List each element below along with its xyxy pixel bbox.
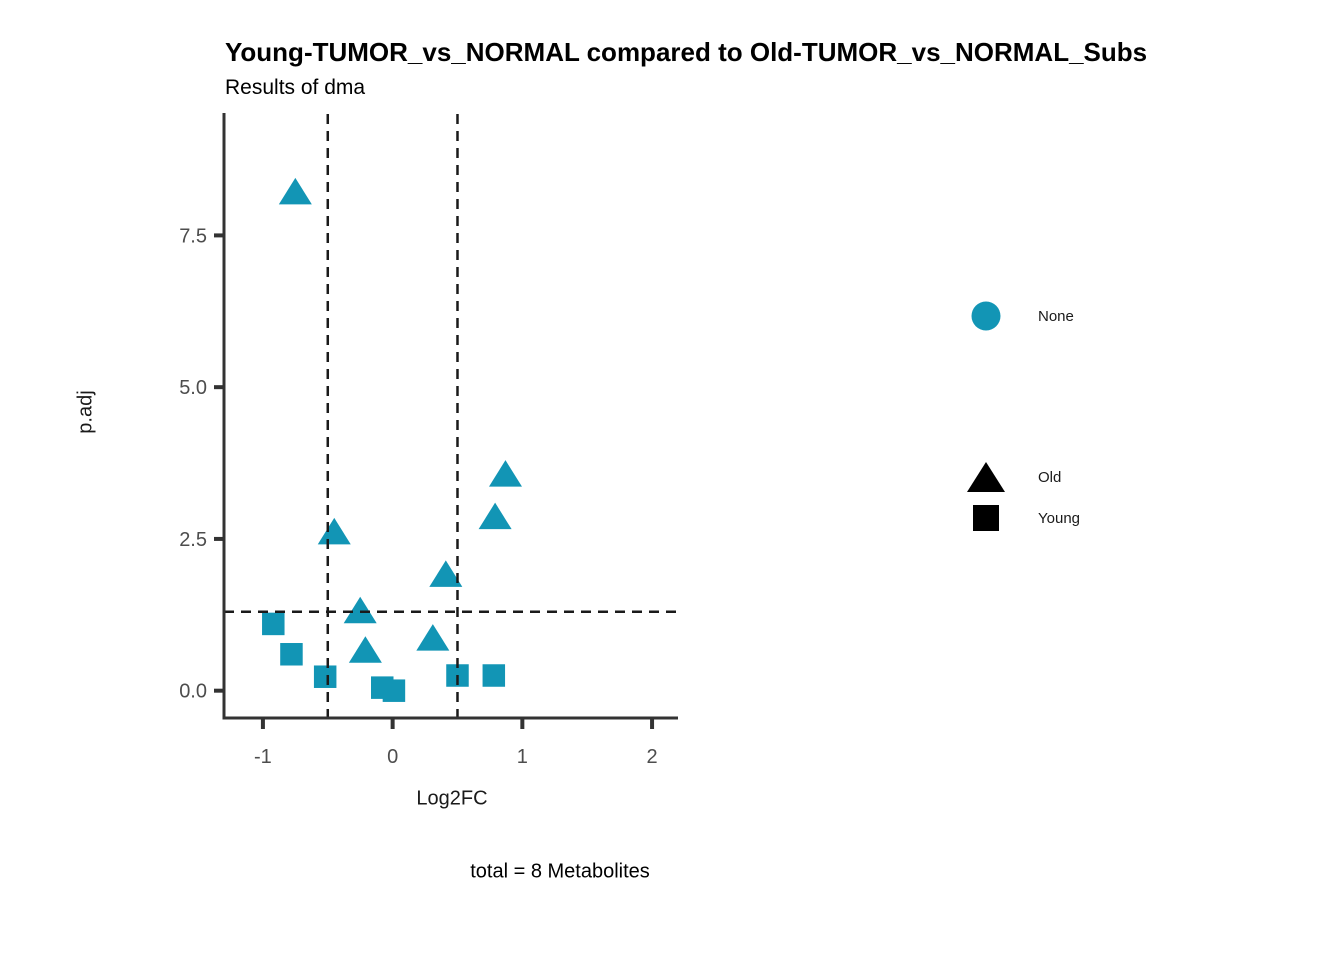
y-tick-label: 5.0 xyxy=(179,377,207,399)
data-point-young xyxy=(313,665,337,688)
chart-caption: total = 8 Metabolites xyxy=(470,860,650,883)
triangle-icon xyxy=(967,462,1005,492)
circle-icon xyxy=(971,301,1001,331)
data-point-old xyxy=(416,624,450,651)
x-tick-label: 0 xyxy=(387,746,398,768)
y-tick-label: 7.5 xyxy=(179,225,207,247)
legend-icon-box xyxy=(963,459,1009,495)
data-point-young xyxy=(262,612,285,636)
legend-entry-young: Young xyxy=(963,500,1080,536)
x-tick-label: 1 xyxy=(517,746,528,768)
data-point-old xyxy=(478,502,512,530)
x-tick-label: -1 xyxy=(254,746,272,768)
legend-label-young: Young xyxy=(1038,509,1080,527)
y-tick-label: 2.5 xyxy=(179,529,207,551)
chart-subtitle: Results of dma xyxy=(225,76,366,99)
legend-icon-box xyxy=(963,500,1009,536)
page-title: Young-TUMOR_vs_NORMAL compared to Old-TU… xyxy=(225,37,1148,67)
data-point-old xyxy=(348,636,382,663)
data-point-old xyxy=(343,596,377,624)
x-axis-title: Log2FC xyxy=(416,787,488,810)
data-point-old xyxy=(278,177,312,205)
legend-label-none: None xyxy=(1038,307,1074,325)
data-point-young xyxy=(280,643,303,666)
legend-label-old: Old xyxy=(1038,468,1062,486)
y-tick-label: 0.0 xyxy=(179,681,207,703)
legend-entry-none: None xyxy=(963,298,1074,334)
legend-entry-old: Old xyxy=(963,459,1061,495)
data-point-old xyxy=(429,560,463,587)
data-point-old xyxy=(317,517,351,545)
data-point-young xyxy=(482,664,506,687)
data-point-young xyxy=(382,679,406,702)
square-icon xyxy=(973,505,999,531)
data-point-old xyxy=(488,460,522,487)
x-tick-label: 2 xyxy=(646,746,657,768)
legend-icon-box xyxy=(963,298,1009,334)
y-axis-title: p.adj xyxy=(74,390,97,434)
